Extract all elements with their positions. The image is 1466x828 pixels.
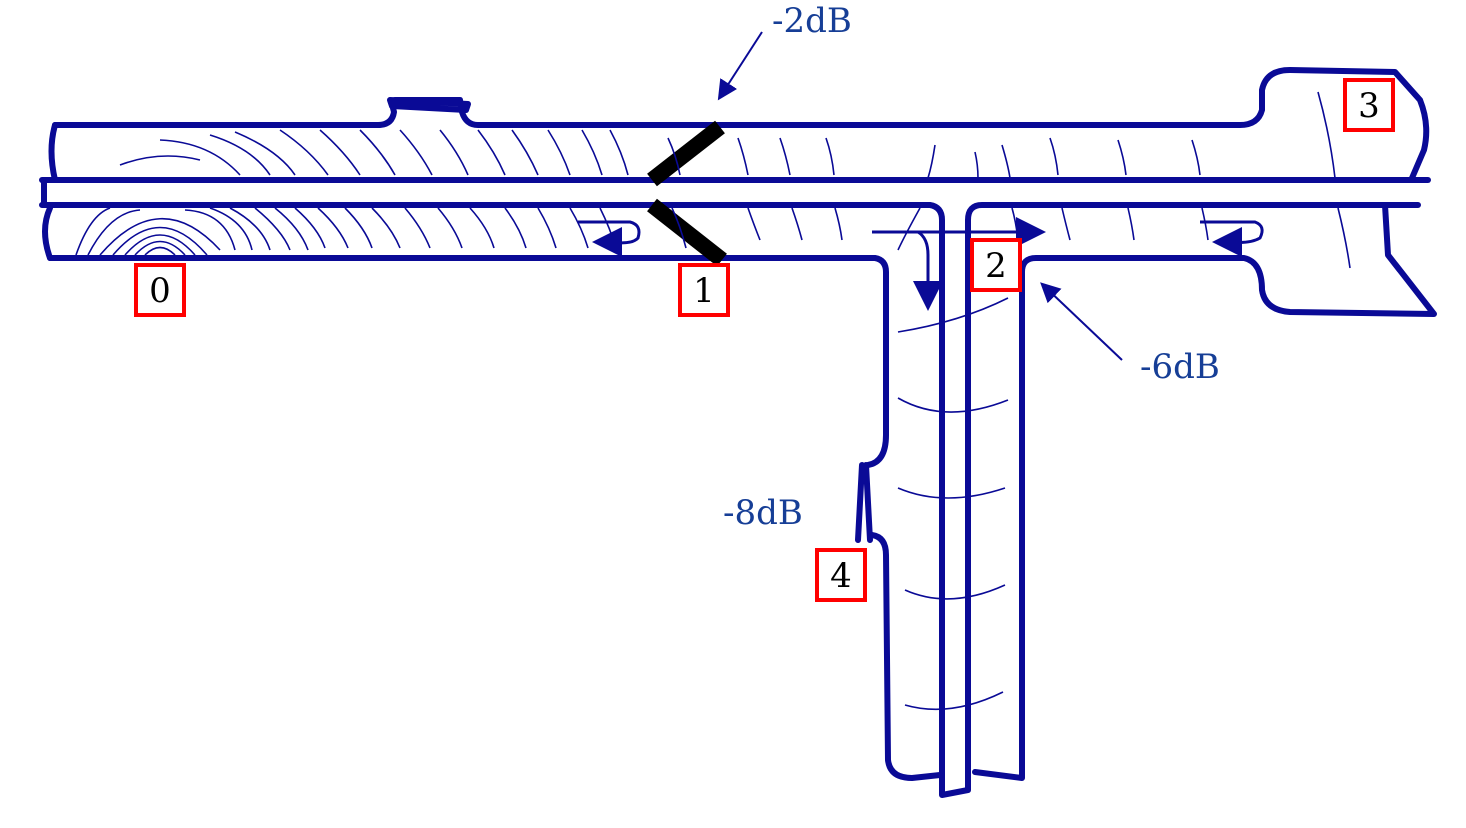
wavefront <box>569 129 603 249</box>
point-marker-4: 4 <box>815 548 867 602</box>
label-2db: -2dB <box>772 1 852 41</box>
wavefront <box>667 137 687 249</box>
point-markers: 0 1 2 3 4 <box>134 78 1395 602</box>
wavefront <box>437 129 469 249</box>
wavefront <box>134 240 186 256</box>
wavefront <box>779 137 803 241</box>
wavefront <box>112 226 208 256</box>
callout-arrow-2db <box>717 31 763 101</box>
point-marker-0: 0 <box>134 263 186 317</box>
wavefront <box>504 129 539 249</box>
wavefront <box>319 129 373 249</box>
main-duct-bottom-wall <box>47 255 889 468</box>
reflection-arrow-right <box>1200 220 1264 257</box>
wavefront <box>119 155 271 251</box>
wavefront <box>99 217 221 256</box>
mirror-reflector <box>647 120 727 267</box>
point-label-2: 2 <box>985 246 1007 286</box>
wavefront <box>599 129 629 249</box>
label-6db: -6dB <box>1140 347 1220 387</box>
wavefront <box>87 209 236 256</box>
wavefront <box>897 144 936 251</box>
wavefront <box>897 397 1009 413</box>
point-label-4: 4 <box>830 556 852 596</box>
mirror-lower <box>647 198 727 267</box>
septum-lower <box>39 202 1421 783</box>
label-8db: -8dB <box>723 493 803 533</box>
point-label-0: 0 <box>149 271 171 311</box>
point-marker-1: 1 <box>678 263 730 317</box>
wavefront <box>825 137 843 241</box>
t-branch-septum-bottom <box>939 777 971 798</box>
branch-right-wall <box>972 269 1025 781</box>
point-marker-2: 2 <box>970 238 1022 292</box>
wavefront <box>144 246 176 256</box>
attenuation-labels: -2dB -6dB -8dB <box>723 1 1220 533</box>
wavefront <box>737 137 761 241</box>
side-port-plate <box>855 462 873 543</box>
wavefront <box>124 234 196 256</box>
wavefront <box>359 129 401 249</box>
wavefront <box>469 129 506 249</box>
wavefront <box>904 691 1004 711</box>
wavefront <box>897 487 1006 499</box>
wavefront <box>159 139 291 251</box>
callout-arrows <box>717 31 1123 361</box>
main-duct <box>39 67 1437 798</box>
wavefront <box>279 129 349 249</box>
wavefront <box>75 207 253 256</box>
point-marker-3: 3 <box>1343 78 1395 132</box>
wavefront <box>897 297 1009 333</box>
vertical-branch <box>855 269 1025 781</box>
top-port <box>387 97 471 113</box>
branch-left-wall <box>869 532 943 781</box>
main-duct-top-wall <box>52 67 1430 181</box>
wavefront <box>209 134 309 251</box>
wavefront <box>904 584 1006 600</box>
branch-split-arrow-down <box>913 230 943 311</box>
wavefront <box>1001 144 1019 241</box>
flow-arrows <box>578 217 1264 311</box>
wavefront <box>399 129 433 249</box>
reflection-arrow-left <box>578 220 641 257</box>
wavefront <box>1117 139 1135 241</box>
point-label-1: 1 <box>693 271 715 311</box>
point-label-3: 3 <box>1358 86 1380 126</box>
callout-arrow-6db <box>1040 282 1123 361</box>
mirror-upper <box>647 120 725 187</box>
wavefront <box>1191 139 1209 241</box>
wavefronts <box>75 91 1351 711</box>
main-duct-bottom-right-wall <box>1019 202 1437 317</box>
wavefront <box>1049 137 1071 241</box>
wavefront <box>974 151 979 179</box>
main-duct-left-wall <box>41 122 58 261</box>
wavefront <box>537 129 571 249</box>
top-port-plate <box>387 97 471 113</box>
wavefront <box>234 131 326 249</box>
wavefront <box>1317 91 1351 269</box>
